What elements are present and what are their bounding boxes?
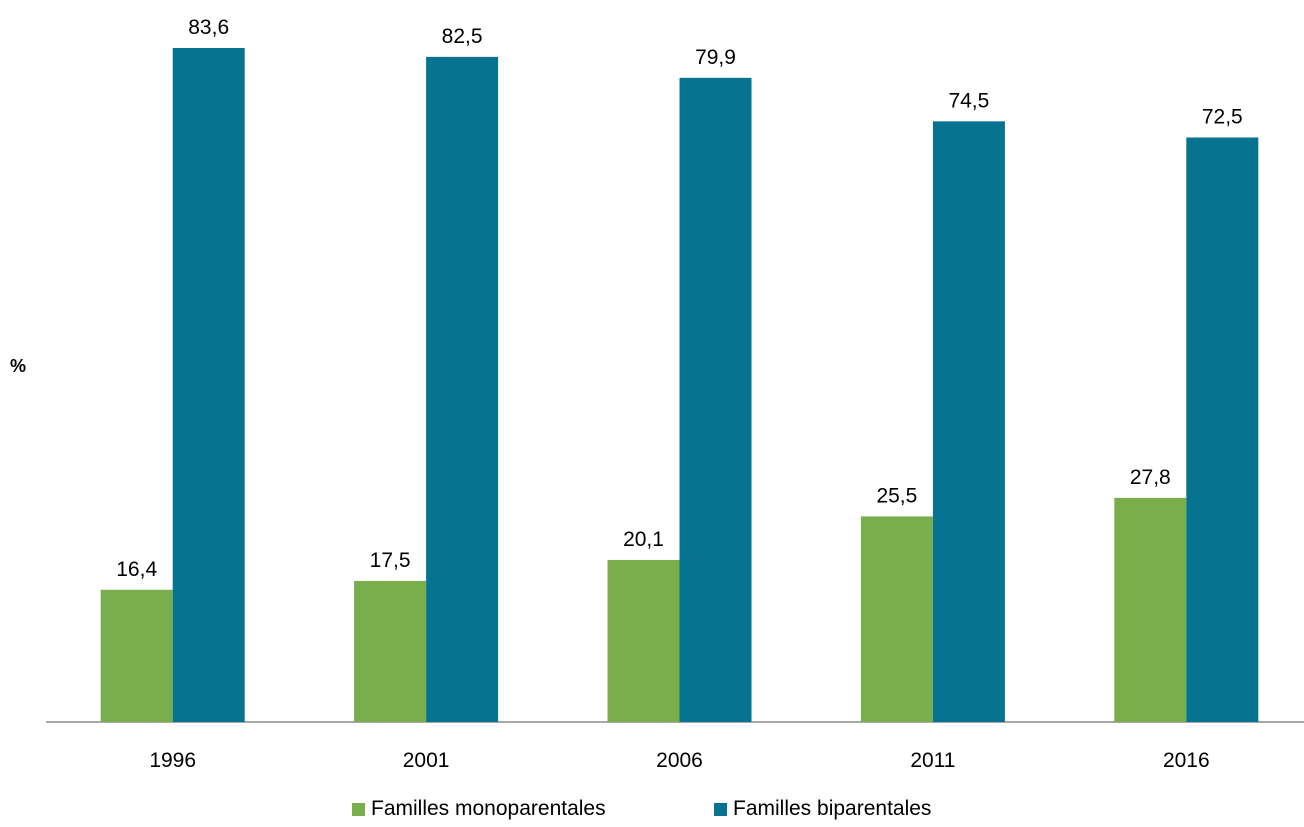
data-label-biparentales-2016: 72,5 [1202,105,1243,128]
legend-swatch-monoparentales [352,802,365,816]
bar-monoparentales-2001 [354,580,427,722]
bar-monoparentales-2006 [607,559,680,722]
bar-monoparentales-2016 [1114,497,1187,722]
data-label-monoparentales-2016: 27,8 [1130,466,1171,489]
legend-item-biparentales: Familles biparentales [714,797,931,821]
bar-biparentales-1996 [172,48,245,722]
bar-chart: 16,4 83,6 17,5 82,5 20,1 79,9 25,5 74,5 27,8 72,5… [46,16,1304,772]
data-label-monoparentales-2001: 17,5 [370,549,411,572]
bar-biparentales-2001 [426,56,499,723]
data-label-biparentales-2011: 74,5 [948,89,989,112]
x-tick-label-2006: 2006 [656,749,703,772]
y-axis-label: % [10,356,27,376]
data-label-biparentales-2006: 79,9 [695,46,736,69]
bar-monoparentales-1996 [100,589,173,722]
x-tick-label-2011: 2011 [910,749,955,772]
bar-biparentales-2006 [679,77,752,723]
data-label-biparentales-1996: 83,6 [188,16,229,39]
legend-swatch-biparentales [714,802,727,816]
bar-biparentales-2011 [932,121,1005,722]
legend-label-biparentales: Familles biparentales [733,797,932,820]
data-label-monoparentales-2006: 20,1 [623,528,664,551]
data-label-monoparentales-2011: 25,5 [876,484,917,507]
x-tick-label-2016: 2016 [1163,749,1210,772]
legend: Familles monoparentales Familles biparen… [0,797,1304,827]
data-label-monoparentales-1996: 16,4 [116,558,157,581]
bar-biparentales-2016 [1186,137,1259,723]
x-tick-label-2001: 2001 [403,749,450,772]
legend-item-monoparentales: Familles monoparentales [352,797,606,821]
data-label-biparentales-2001: 82,5 [442,25,483,48]
x-tick-label-1996: 1996 [149,749,196,772]
bar-monoparentales-2011 [860,516,933,722]
legend-label-monoparentales: Familles monoparentales [371,797,606,820]
